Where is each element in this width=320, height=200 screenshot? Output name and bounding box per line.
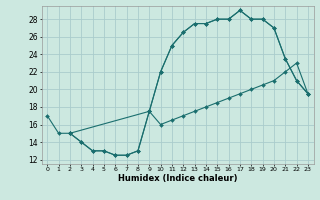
X-axis label: Humidex (Indice chaleur): Humidex (Indice chaleur) xyxy=(118,174,237,183)
